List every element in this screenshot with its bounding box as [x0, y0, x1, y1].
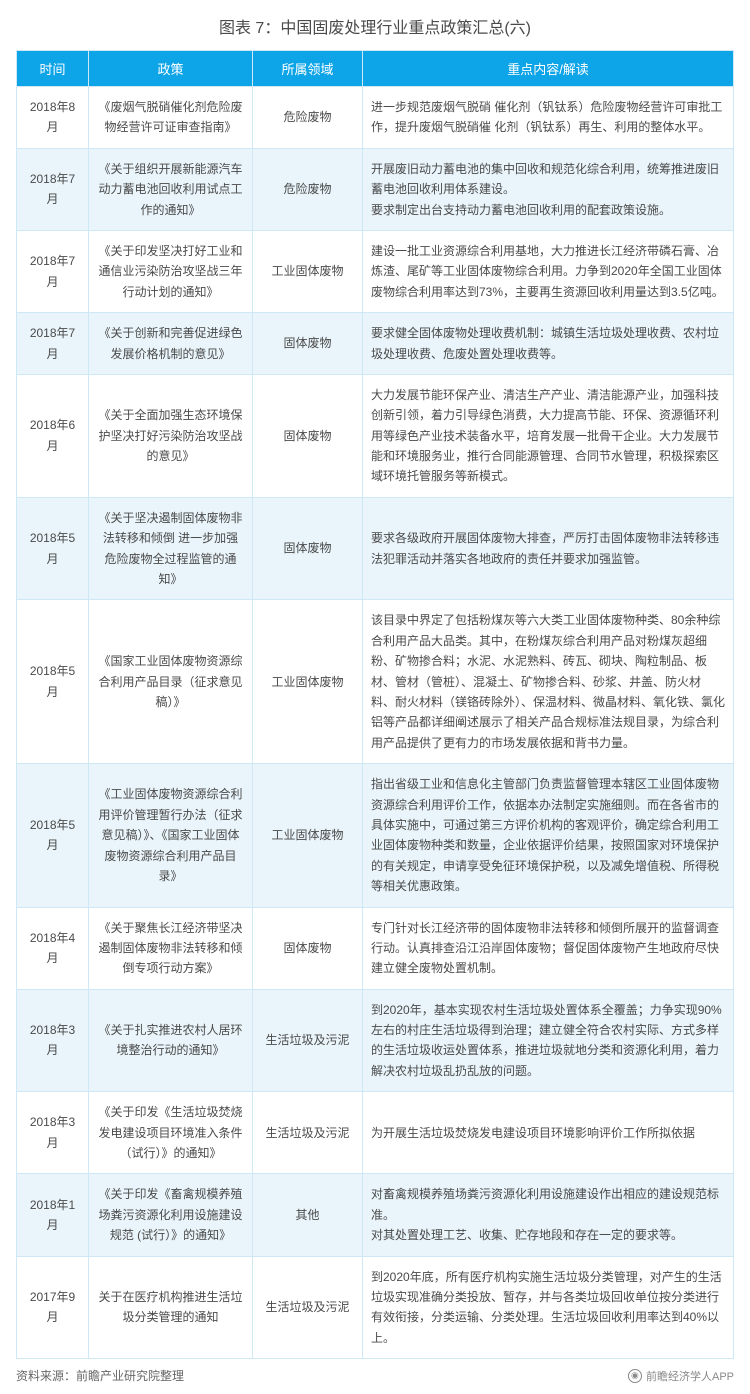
cell-policy: 《关于坚决遏制固体废物非法转移和倾倒 进一步加强危险废物全过程监管的通知》	[89, 497, 253, 600]
cell-policy: 《国家工业固体废物资源综合利用产品目录（征求意见稿）》	[89, 600, 253, 764]
cell-content: 要求各级政府开展固体废物大排查，严厉打击固体废物非法转移违法犯罪活动并落实各地政…	[363, 497, 734, 600]
table-row: 2018年7月《关于印发坚决打好工业和通信业污染防治攻坚战三年行动计划的通知》工…	[17, 230, 734, 312]
table-row: 2018年3月《关于扎实推进农村人居环境整治行动的通知》生活垃圾及污泥到2020…	[17, 989, 734, 1092]
cell-content: 专门针对长江经济带的固体废物非法转移和倾倒所展开的监督调查行动。认真排查沿江沿岸…	[363, 907, 734, 989]
table-row: 2018年1月《关于印发《畜禽规模养殖场粪污资源化利用设施建设规范 (试行）》的…	[17, 1174, 734, 1256]
table-row: 2018年5月《关于坚决遏制固体废物非法转移和倾倒 进一步加强危险废物全过程监管…	[17, 497, 734, 600]
cell-domain: 生活垃圾及污泥	[253, 1256, 363, 1359]
cell-policy: 关于在医疗机构推进生活垃圾分类管理的通知	[89, 1256, 253, 1359]
cell-content: 指出省级工业和信息化主管部门负责监督管理本辖区工业固体废物资源综合利用评价工作，…	[363, 764, 734, 907]
table-row: 2018年3月《关于印发《生活垃圾焚烧发电建设项目环境准入条件（试行）》的通知》…	[17, 1092, 734, 1174]
cell-content: 建设一批工业资源综合利用基地，大力推进长江经济带磷石膏、冶炼渣、尾矿等工业固体废…	[363, 230, 734, 312]
cell-policy: 《关于全面加强生态环境保护坚决打好污染防治攻坚战的意见》	[89, 374, 253, 497]
cell-policy: 《关于创新和完善促进绿色发展价格机制的意见》	[89, 313, 253, 375]
cell-domain: 其他	[253, 1174, 363, 1256]
col-time: 时间	[17, 51, 89, 87]
cell-time: 2018年8月	[17, 87, 89, 149]
table-row: 2018年7月《关于创新和完善促进绿色发展价格机制的意见》固体废物要求健全固体废…	[17, 313, 734, 375]
cell-domain: 生活垃圾及污泥	[253, 1092, 363, 1174]
col-content: 重点内容/解读	[363, 51, 734, 87]
cell-time: 2018年4月	[17, 907, 89, 989]
globe-icon: ◉	[628, 1369, 642, 1383]
cell-time: 2018年5月	[17, 497, 89, 600]
cell-time: 2018年1月	[17, 1174, 89, 1256]
cell-domain: 固体废物	[253, 497, 363, 600]
cell-policy: 《关于组织开展新能源汽车动力蓄电池回收利用试点工作的通知》	[89, 148, 253, 230]
table-row: 2018年4月《关于聚焦长江经济带坚决遏制固体废物非法转移和倾倒专项行动方案》固…	[17, 907, 734, 989]
cell-time: 2018年5月	[17, 764, 89, 907]
cell-content: 到2020年底，所有医疗机构实施生活垃圾分类管理，对产生的生活垃圾实现准确分类投…	[363, 1256, 734, 1359]
cell-domain: 危险废物	[253, 87, 363, 149]
table-row: 2018年5月《国家工业固体废物资源综合利用产品目录（征求意见稿）》工业固体废物…	[17, 600, 734, 764]
cell-domain: 固体废物	[253, 907, 363, 989]
cell-time: 2018年5月	[17, 600, 89, 764]
cell-time: 2018年3月	[17, 1092, 89, 1174]
cell-domain: 固体废物	[253, 313, 363, 375]
cell-policy: 《关于印发《畜禽规模养殖场粪污资源化利用设施建设规范 (试行）》的通知》	[89, 1174, 253, 1256]
table-row: 2018年5月《工业固体废物资源综合利用评价管理暂行办法（征求意见稿）》、《国家…	[17, 764, 734, 907]
cell-content: 该目录中界定了包括粉煤灰等六大类工业固体废物种类、80余种综合利用产品大品类。其…	[363, 600, 734, 764]
cell-content: 开展废旧动力蓄电池的集中回收和规范化综合利用，统筹推进废旧蓄电池回收利用体系建设…	[363, 148, 734, 230]
col-policy: 政策	[89, 51, 253, 87]
cell-content: 到2020年，基本实现农村生活垃圾处置体系全覆盖；力争实现90%左右的村庄生活垃…	[363, 989, 734, 1092]
table-row: 2017年9月关于在医疗机构推进生活垃圾分类管理的通知生活垃圾及污泥到2020年…	[17, 1256, 734, 1359]
cell-domain: 工业固体废物	[253, 764, 363, 907]
table-row: 2018年7月《关于组织开展新能源汽车动力蓄电池回收利用试点工作的通知》危险废物…	[17, 148, 734, 230]
footer: 资料来源：前瞻产业研究院整理 ◉ 前瞻经济学人APP	[16, 1367, 734, 1384]
col-domain: 所属领域	[253, 51, 363, 87]
cell-content: 对畜禽规模养殖场粪污资源化利用设施建设作出相应的建设规范标准。对其处置处理工艺、…	[363, 1174, 734, 1256]
cell-domain: 危险废物	[253, 148, 363, 230]
cell-content: 要求健全固体废物处理收费机制：城镇生活垃圾处理收费、农村垃圾处理收费、危废处置处…	[363, 313, 734, 375]
cell-policy: 《工业固体废物资源综合利用评价管理暂行办法（征求意见稿）》、《国家工业固体废物资…	[89, 764, 253, 907]
cell-domain: 工业固体废物	[253, 230, 363, 312]
table-row: 2018年6月《关于全面加强生态环境保护坚决打好污染防治攻坚战的意见》固体废物大…	[17, 374, 734, 497]
cell-policy: 《关于印发坚决打好工业和通信业污染防治攻坚战三年行动计划的通知》	[89, 230, 253, 312]
chart-title: 图表 7：中国固废处理行业重点政策汇总(六)	[16, 14, 734, 38]
policy-table: 时间 政策 所属领域 重点内容/解读 2018年8月《废烟气脱硝催化剂危险废物经…	[16, 50, 734, 1359]
source-text: 资料来源：前瞻产业研究院整理	[16, 1367, 184, 1384]
cell-content: 进一步规范废烟气脱硝 催化剂（钒钛系）危险废物经营许可审批工作，提升废烟气脱硝催…	[363, 87, 734, 149]
cell-policy: 《关于印发《生活垃圾焚烧发电建设项目环境准入条件（试行）》的通知》	[89, 1092, 253, 1174]
cell-time: 2017年9月	[17, 1256, 89, 1359]
cell-policy: 《废烟气脱硝催化剂危险废物经营许可证审查指南》	[89, 87, 253, 149]
cell-time: 2018年3月	[17, 989, 89, 1092]
cell-time: 2018年7月	[17, 313, 89, 375]
app-name: 前瞻经济学人APP	[646, 1368, 734, 1384]
cell-time: 2018年6月	[17, 374, 89, 497]
table-header-row: 时间 政策 所属领域 重点内容/解读	[17, 51, 734, 87]
cell-policy: 《关于扎实推进农村人居环境整治行动的通知》	[89, 989, 253, 1092]
cell-policy: 《关于聚焦长江经济带坚决遏制固体废物非法转移和倾倒专项行动方案》	[89, 907, 253, 989]
cell-domain: 工业固体废物	[253, 600, 363, 764]
cell-time: 2018年7月	[17, 148, 89, 230]
cell-domain: 生活垃圾及污泥	[253, 989, 363, 1092]
app-logo: ◉ 前瞻经济学人APP	[628, 1368, 734, 1384]
cell-content: 大力发展节能环保产业、清洁生产产业、清洁能源产业，加强科技创新引领，着力引导绿色…	[363, 374, 734, 497]
cell-time: 2018年7月	[17, 230, 89, 312]
table-row: 2018年8月《废烟气脱硝催化剂危险废物经营许可证审查指南》危险废物进一步规范废…	[17, 87, 734, 149]
cell-domain: 固体废物	[253, 374, 363, 497]
cell-content: 为开展生活垃圾焚烧发电建设项目环境影响评价工作所拟依据	[363, 1092, 734, 1174]
